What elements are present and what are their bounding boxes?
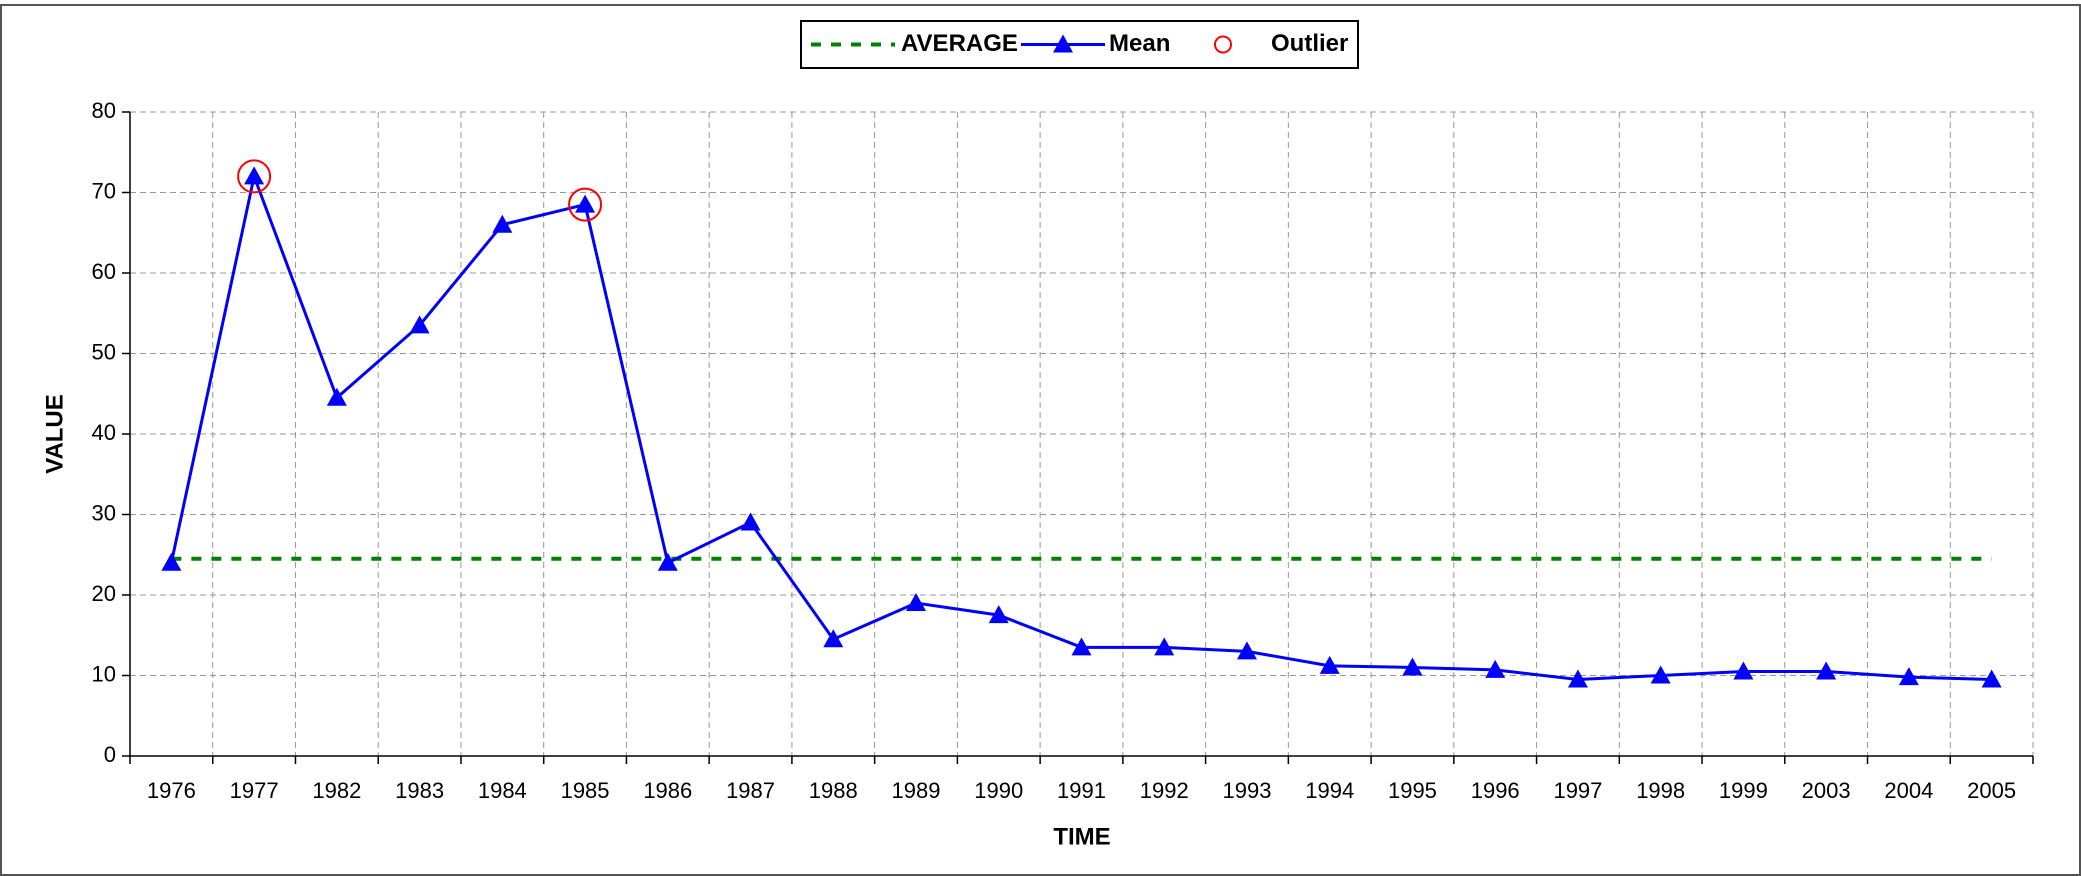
y-tick-label: 70 xyxy=(92,178,116,203)
marker xyxy=(988,605,1009,624)
marker xyxy=(1898,667,1919,686)
marker xyxy=(1319,655,1340,674)
marker xyxy=(409,315,430,334)
x-tick-label: 1985 xyxy=(561,778,610,803)
marker xyxy=(906,593,927,612)
y-tick-label: 30 xyxy=(92,500,116,525)
marker xyxy=(1236,641,1257,660)
x-tick-label: 1976 xyxy=(147,778,196,803)
marker xyxy=(1733,661,1754,680)
x-tick-label: 1990 xyxy=(974,778,1023,803)
x-tick-label: 2003 xyxy=(1802,778,1851,803)
y-tick-label: 40 xyxy=(92,420,116,445)
y-tick-label: 50 xyxy=(92,339,116,364)
y-axis-title: VALUE xyxy=(41,394,68,474)
marker xyxy=(1650,665,1671,684)
y-tick-label: 0 xyxy=(104,742,116,767)
x-tick-label: 1977 xyxy=(230,778,279,803)
x-tick-label: 1997 xyxy=(1553,778,1602,803)
x-tick-label: 1982 xyxy=(312,778,361,803)
marker xyxy=(657,552,678,571)
x-tick-label: 1991 xyxy=(1057,778,1106,803)
marker xyxy=(1485,659,1506,678)
marker xyxy=(1981,669,2002,688)
y-tick-label: 80 xyxy=(92,98,116,123)
x-tick-label: 1998 xyxy=(1636,778,1685,803)
x-tick-label: 1988 xyxy=(809,778,858,803)
x-tick-label: 1992 xyxy=(1140,778,1189,803)
marker xyxy=(575,194,596,213)
marker xyxy=(244,166,265,185)
marker xyxy=(1402,657,1423,676)
y-tick-label: 60 xyxy=(92,259,116,284)
x-tick-label: 1993 xyxy=(1223,778,1272,803)
marker xyxy=(237,159,272,194)
x-tick-label: 2005 xyxy=(1967,778,2016,803)
legend-marker xyxy=(1214,35,1232,54)
marker xyxy=(1154,637,1175,656)
chart-frame xyxy=(0,4,2081,876)
x-tick-label: 1987 xyxy=(726,778,775,803)
x-tick-label: 2004 xyxy=(1884,778,1933,803)
y-tick-label: 10 xyxy=(92,661,116,686)
legend-marker xyxy=(1053,34,1073,53)
x-tick-label: 1999 xyxy=(1719,778,1768,803)
marker xyxy=(492,214,513,233)
marker xyxy=(1071,637,1092,656)
marker xyxy=(823,629,844,648)
marker xyxy=(1567,669,1588,688)
legend-label: Mean xyxy=(1109,30,1170,57)
x-axis-title: TIME xyxy=(1053,823,1110,850)
marker xyxy=(568,187,603,222)
x-tick-label: 1984 xyxy=(478,778,527,803)
x-tick-label: 1996 xyxy=(1471,778,1520,803)
marker xyxy=(1816,661,1837,680)
y-tick-label: 20 xyxy=(92,581,116,606)
x-tick-label: 1989 xyxy=(892,778,941,803)
legend-label: Outlier xyxy=(1271,30,1348,57)
x-tick-label: 1983 xyxy=(395,778,444,803)
legend-label: AVERAGE xyxy=(901,30,1018,57)
marker xyxy=(326,387,347,406)
x-tick-label: 1995 xyxy=(1388,778,1437,803)
x-tick-label: 1994 xyxy=(1305,778,1354,803)
marker xyxy=(740,512,761,531)
x-tick-label: 1986 xyxy=(643,778,692,803)
marker xyxy=(161,552,182,571)
